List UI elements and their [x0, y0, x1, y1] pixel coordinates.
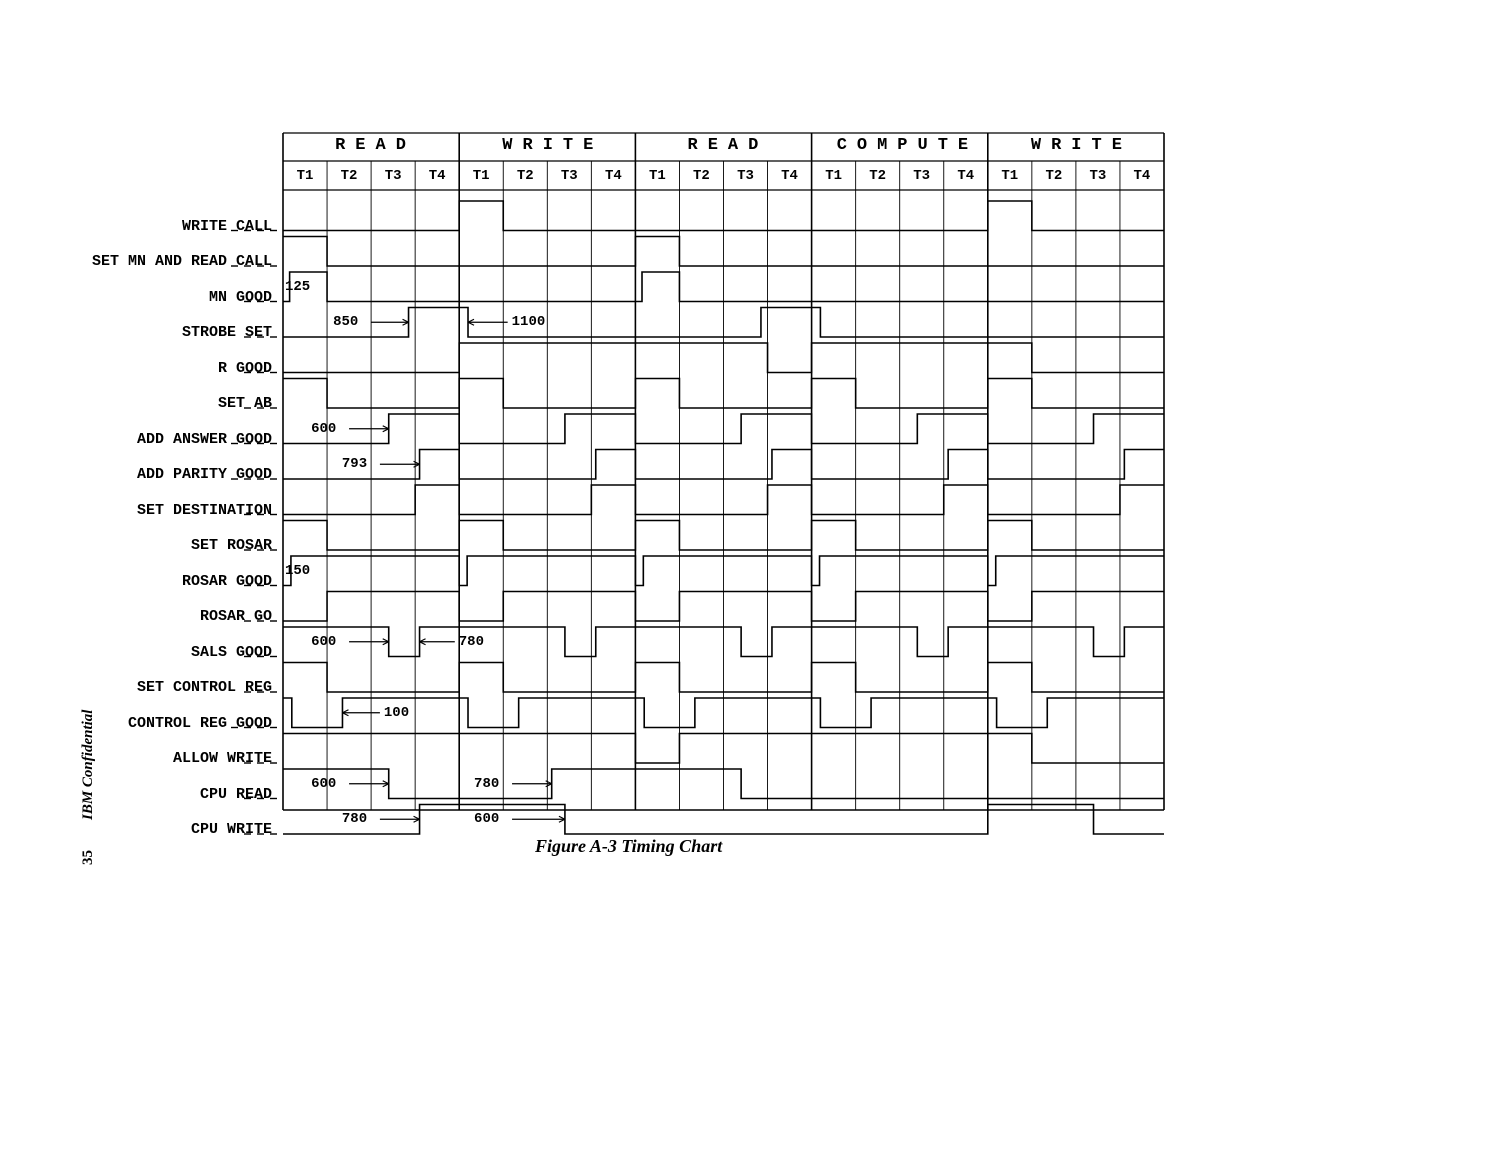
phase-header: READ — [335, 136, 416, 155]
timing-annotation: 150 — [285, 563, 310, 579]
tick-label: T1 — [988, 168, 1032, 184]
signal-label: SET AB — [72, 395, 272, 412]
tick-label: T4 — [1120, 168, 1164, 184]
tick-label: T3 — [371, 168, 415, 184]
signal-label: WRITE CALL — [72, 218, 272, 235]
timing-annotation: 600 — [311, 421, 336, 437]
tick-label: T1 — [283, 168, 327, 184]
signal-label: SET ROSAR — [72, 537, 272, 554]
timing-annotation: 780 — [459, 634, 484, 650]
timing-annotation: 780 — [474, 776, 499, 792]
tick-label: T4 — [415, 168, 459, 184]
phase-header: READ — [688, 136, 769, 155]
tick-label: T3 — [724, 168, 768, 184]
figure-caption: Figure A-3 Timing Chart — [535, 836, 722, 857]
tick-label: T4 — [944, 168, 988, 184]
tick-label: T1 — [812, 168, 856, 184]
signal-label: ROSAR GO — [72, 608, 272, 625]
signal-label: MN GOOD — [72, 289, 272, 306]
signal-label: ROSAR GOOD — [72, 573, 272, 590]
tick-label: T2 — [679, 168, 723, 184]
tick-label: T2 — [1032, 168, 1076, 184]
timing-annotation: 850 — [333, 314, 358, 330]
timing-annotation: 600 — [311, 634, 336, 650]
signal-label: CPU READ — [72, 786, 272, 803]
tick-label: T3 — [1076, 168, 1120, 184]
timing-annotation: 780 — [342, 811, 367, 827]
signal-label: CPU WRITE — [72, 821, 272, 838]
timing-annotation: 100 — [384, 705, 409, 721]
tick-label: T3 — [900, 168, 944, 184]
signal-label: SET MN AND READ CALL — [72, 253, 272, 270]
signal-label: ALLOW WRITE — [72, 750, 272, 767]
timing-chart-figure: { "layout": { "x0": 283, "colW": 44.05, … — [0, 0, 1497, 1156]
tick-label: T3 — [547, 168, 591, 184]
tick-label: T1 — [635, 168, 679, 184]
signal-label: R GOOD — [72, 360, 272, 377]
signal-label: ADD ANSWER GOOD — [72, 431, 272, 448]
phase-header: WRITE — [502, 136, 603, 155]
timing-annotation: 600 — [311, 776, 336, 792]
timing-annotation: 1100 — [512, 314, 546, 330]
tick-label: T1 — [459, 168, 503, 184]
timing-annotation: 125 — [285, 279, 310, 295]
phase-header: COMPUTE — [837, 136, 978, 155]
tick-label: T4 — [768, 168, 812, 184]
signal-label: ADD PARITY GOOD — [72, 466, 272, 483]
tick-label: T2 — [856, 168, 900, 184]
signal-label: SALS GOOD — [72, 644, 272, 661]
tick-label: T4 — [591, 168, 635, 184]
signal-label: CONTROL REG GOOD — [72, 715, 272, 732]
signal-label: SET CONTROL REG — [72, 679, 272, 696]
signal-label: STROBE SET — [72, 324, 272, 341]
signal-label: SET DESTINATION — [72, 502, 272, 519]
tick-label: T2 — [503, 168, 547, 184]
tick-label: T2 — [327, 168, 371, 184]
phase-header: WRITE — [1031, 136, 1132, 155]
timing-annotation: 793 — [342, 456, 367, 472]
page-number: 35 — [80, 850, 97, 865]
timing-annotation: 600 — [474, 811, 499, 827]
